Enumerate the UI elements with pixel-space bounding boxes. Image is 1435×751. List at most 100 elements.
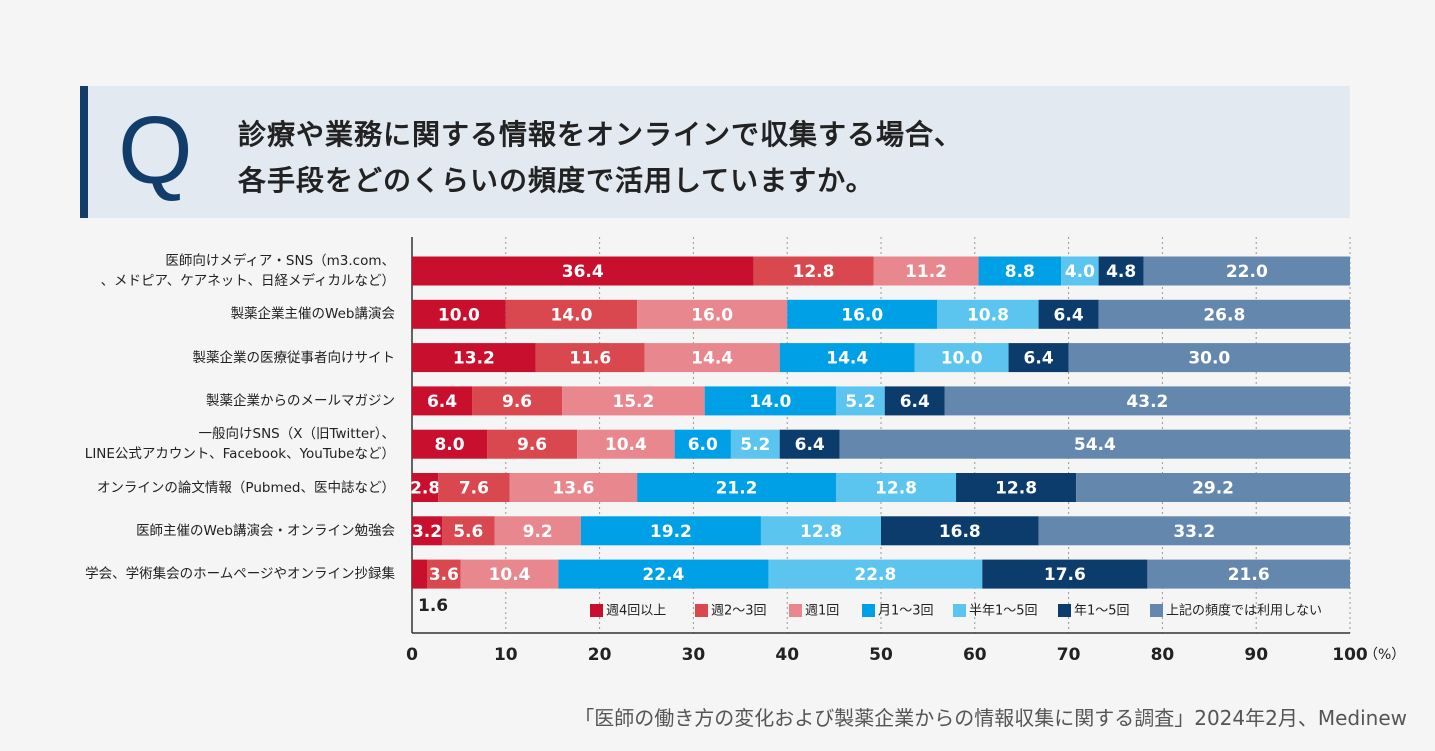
value-label: 3.6: [429, 565, 459, 585]
value-label: 14.4: [826, 349, 868, 369]
category-label: 学会、学術集会のホームページやオンライン抄録集: [85, 566, 395, 583]
value-label: 1.6: [418, 596, 448, 616]
value-label: 9.2: [523, 522, 553, 542]
value-label: 22.8: [854, 565, 896, 585]
bar-segment: [412, 473, 439, 502]
value-label: 21.2: [716, 479, 758, 499]
value-label: 12.8: [995, 479, 1037, 499]
value-label: 10.4: [605, 435, 647, 455]
legend-label: 年1～5回: [1074, 604, 1130, 619]
bar-segment: [1076, 473, 1350, 502]
q-mark: Q: [118, 97, 193, 204]
x-tick-label: 60: [963, 645, 987, 665]
value-label: 7.6: [459, 479, 489, 499]
category-label: オンラインの論文情報（Pubmed、医中誌など）: [96, 479, 395, 496]
bar-segment: [509, 473, 638, 502]
value-label: 33.2: [1173, 522, 1215, 542]
legend-swatch: [695, 604, 708, 617]
value-label: 6.4: [427, 392, 457, 412]
legend-swatch: [862, 604, 875, 617]
bar-segment: [535, 343, 645, 373]
x-tick-label: 30: [682, 645, 706, 665]
category-label: 製薬企業からのメールマガジン: [206, 392, 395, 409]
legend-swatch: [590, 604, 603, 617]
bar-segment: [412, 343, 536, 373]
value-label: 36.4: [562, 262, 604, 282]
bar-segment: [494, 516, 581, 546]
bar-segment: [704, 386, 836, 416]
category-label: 製薬企業主催のWeb講演会: [230, 306, 395, 323]
value-label: 16.0: [691, 305, 733, 325]
bar-segment: [978, 256, 1062, 286]
bar-segment: [1068, 343, 1350, 373]
bar-segment: [1038, 299, 1099, 329]
value-label: 14.4: [691, 349, 733, 369]
legend-label: 半年1～5回: [969, 604, 1038, 619]
value-label: 6.4: [1054, 305, 1084, 325]
value-label: 22.0: [1226, 262, 1268, 282]
value-label: 11.6: [569, 349, 611, 369]
bar-segment: [637, 473, 836, 502]
value-label: 10.4: [489, 565, 531, 585]
x-tick-label: 100: [1332, 645, 1368, 665]
value-label: 10.8: [967, 305, 1009, 325]
value-label: 2.8: [410, 479, 440, 499]
bar-segment: [1061, 256, 1099, 286]
value-label: 12.8: [875, 479, 917, 499]
x-tick-label: 0: [406, 645, 418, 665]
bar-segment: [760, 516, 881, 546]
value-label: 26.8: [1203, 305, 1245, 325]
bar-segment: [730, 429, 780, 459]
question-box: Q 診療や業務に関する情報をオンラインで収集する場合、 各手段をどのくらいの頻度…: [80, 86, 1350, 218]
bar-segment: [1098, 299, 1350, 329]
value-label: 19.2: [650, 522, 692, 542]
bar-segment: [779, 343, 915, 373]
category-label: 一般向けSNS（X（旧Twitter）、 LINE公式アカウント、Faceboo…: [84, 426, 395, 463]
bar-segment: [412, 299, 506, 329]
bar-segment: [1008, 343, 1069, 373]
value-label: 4.0: [1065, 262, 1095, 282]
bar-segment: [580, 516, 761, 546]
value-label: 6.4: [1024, 349, 1054, 369]
bar-segment: [412, 256, 754, 286]
bar-segment: [753, 256, 874, 286]
value-label: 9.6: [502, 392, 532, 412]
bar-segment: [779, 429, 840, 459]
legend-label: 週4回以上: [606, 604, 666, 619]
value-label: 14.0: [749, 392, 791, 412]
category-label: 医師主催のWeb講演会・オンライン勉強会: [136, 522, 395, 539]
legend-label: 上記の頻度では利用しない: [1166, 603, 1322, 619]
value-label: 21.6: [1228, 565, 1270, 585]
value-label: 16.8: [939, 522, 981, 542]
bar-segment: [460, 559, 559, 589]
bar-segment: [914, 343, 1009, 373]
bar-segment: [674, 429, 731, 459]
bar-segment: [644, 343, 780, 373]
bar-segment: [768, 559, 983, 589]
bar-segment: [873, 256, 979, 286]
value-label: 43.2: [1126, 392, 1168, 412]
bar-segment: [1038, 516, 1350, 546]
value-label: 13.6: [552, 479, 594, 499]
value-label: 30.0: [1188, 349, 1230, 369]
value-label: 13.2: [453, 349, 495, 369]
value-label: 4.8: [1106, 262, 1136, 282]
value-label: 10.0: [438, 305, 480, 325]
value-label: 12.8: [800, 522, 842, 542]
value-label: 6.4: [900, 392, 930, 412]
bar-segment: [982, 559, 1148, 589]
legend-swatch: [953, 604, 966, 617]
value-label: 10.0: [941, 349, 983, 369]
legend-label: 週1回: [805, 604, 839, 619]
legend-swatch: [789, 604, 802, 617]
bar-segment: [835, 473, 957, 502]
value-label: 6.4: [795, 435, 825, 455]
bar-segment: [427, 559, 461, 589]
value-label: 8.0: [434, 435, 464, 455]
value-label: 6.0: [688, 435, 718, 455]
bar-segment: [442, 516, 495, 546]
category-label: 製薬企業の医療従事者向けサイト: [192, 349, 396, 366]
value-label: 11.2: [905, 262, 947, 282]
bar-segment: [937, 299, 1039, 329]
